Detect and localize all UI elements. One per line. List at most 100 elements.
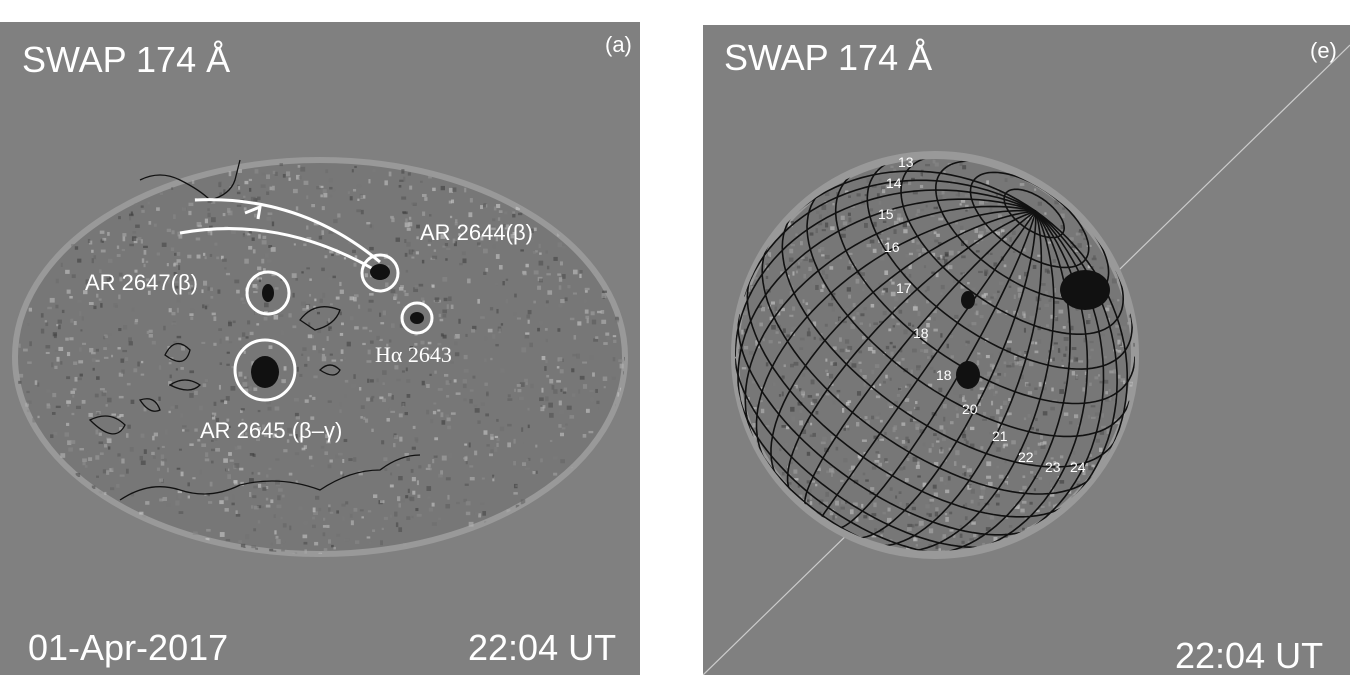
texture-dot [145, 501, 149, 505]
texture-dot [863, 307, 866, 310]
texture-dot [802, 373, 805, 376]
texture-dot [933, 433, 937, 436]
texture-dot [32, 418, 35, 423]
texture-dot [189, 443, 193, 446]
texture-dot [106, 404, 108, 407]
texture-dot [83, 461, 86, 465]
texture-dot [810, 435, 814, 438]
texture-dot [846, 425, 849, 427]
texture-dot [614, 319, 618, 322]
texture-dot [442, 456, 447, 461]
texture-dot [107, 232, 110, 236]
texture-dot [539, 397, 544, 401]
texture-dot [328, 318, 330, 322]
texture-dot [37, 416, 39, 418]
texture-dot [945, 254, 948, 257]
texture-dot [340, 359, 342, 361]
texture-dot [520, 249, 524, 251]
texture-dot [275, 406, 280, 410]
texture-dot [1039, 477, 1042, 480]
texture-dot [1011, 440, 1016, 444]
texture-dot [163, 326, 166, 331]
texture-dot [884, 432, 886, 435]
texture-dot [840, 507, 845, 510]
texture-dot [583, 384, 587, 389]
texture-dot [141, 434, 145, 438]
texture-dot [925, 504, 929, 508]
texture-dot [415, 508, 418, 511]
texture-dot [920, 209, 924, 211]
texture-dot [75, 246, 78, 249]
texture-dot [72, 395, 74, 398]
texture-dot [898, 388, 901, 390]
texture-dot [840, 349, 845, 353]
texture-dot [212, 313, 216, 316]
texture-dot [340, 290, 344, 294]
texture-dot [942, 191, 945, 195]
texture-dot [469, 465, 473, 467]
texture-dot [424, 197, 427, 201]
grid-number: 17 [896, 280, 912, 296]
texture-dot [232, 495, 235, 500]
texture-dot [955, 450, 959, 455]
texture-dot [307, 357, 309, 361]
texture-dot [1022, 501, 1027, 504]
texture-dot [843, 221, 847, 225]
texture-dot [323, 518, 325, 521]
texture-dot [251, 545, 256, 548]
texture-dot [325, 169, 328, 173]
texture-dot [56, 324, 58, 326]
texture-dot [188, 211, 191, 215]
texture-dot [916, 465, 920, 469]
texture-dot [415, 437, 419, 441]
texture-dot [245, 230, 248, 235]
texture-dot [207, 233, 211, 236]
texture-dot [233, 480, 237, 483]
texture-dot [426, 410, 429, 415]
texture-dot [272, 221, 274, 226]
texture-dot [315, 496, 319, 500]
texture-dot [345, 380, 348, 383]
texture-dot [829, 266, 833, 270]
texture-dot [546, 375, 549, 378]
texture-dot [412, 447, 416, 450]
texture-dot [855, 511, 857, 514]
texture-dot [545, 304, 548, 307]
texture-dot [1104, 356, 1107, 359]
texture-dot [1009, 286, 1012, 288]
texture-dot [274, 514, 276, 518]
texture-dot [170, 406, 174, 409]
texture-dot [217, 289, 220, 293]
texture-dot [1075, 376, 1078, 380]
texture-dot [210, 287, 213, 291]
texture-dot [418, 465, 421, 468]
texture-dot [494, 447, 497, 452]
texture-dot [940, 333, 942, 337]
texture-dot [244, 259, 248, 264]
texture-dot [411, 203, 416, 205]
texture-dot [978, 235, 983, 238]
texture-dot [446, 395, 449, 398]
texture-dot [1029, 316, 1034, 320]
texture-dot [886, 346, 889, 349]
texture-dot [496, 443, 498, 447]
texture-dot [915, 407, 920, 410]
texture-dot [67, 290, 71, 294]
texture-dot [409, 497, 412, 500]
texture-dot [799, 420, 803, 425]
texture-dot [422, 212, 425, 216]
texture-dot [100, 388, 105, 390]
texture-dot [879, 384, 881, 386]
texture-dot [920, 349, 923, 352]
texture-dot [224, 497, 228, 501]
texture-dot [463, 383, 467, 388]
texture-dot [851, 363, 856, 367]
texture-dot [919, 521, 924, 526]
texture-dot [411, 256, 414, 258]
texture-dot [1012, 231, 1016, 235]
texture-dot [312, 397, 315, 400]
texture-dot [266, 191, 269, 194]
texture-dot [848, 195, 851, 197]
texture-dot [390, 473, 392, 476]
texture-dot [122, 350, 127, 352]
